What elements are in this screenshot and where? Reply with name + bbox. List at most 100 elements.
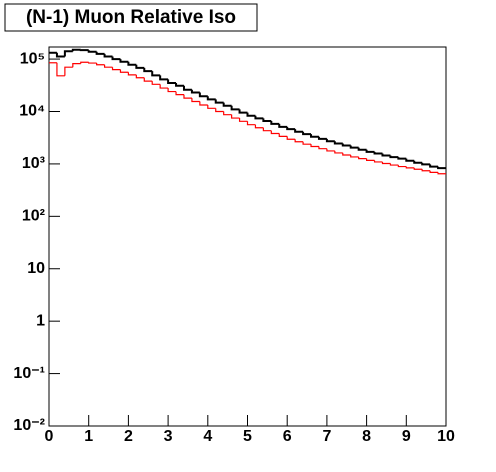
histogram-bin — [262, 127, 272, 132]
x-tick-label: 3 — [164, 428, 173, 445]
histogram-bin — [310, 144, 319, 148]
histogram-bin — [405, 158, 415, 162]
histogram-bin — [231, 114, 240, 119]
histogram-bin — [103, 53, 113, 58]
histogram-bin — [310, 134, 319, 138]
histogram-bin — [373, 151, 383, 155]
histogram-bin — [286, 126, 296, 131]
y-tick-label: 10 — [27, 260, 45, 277]
histogram-bin — [64, 66, 73, 76]
histogram-bin — [87, 50, 97, 53]
histogram-bin — [278, 123, 288, 128]
histogram-bin — [246, 121, 256, 126]
chart-title: (N-1) Muon Relative Iso — [26, 7, 236, 28]
histogram-bin — [88, 62, 97, 64]
x-tick-label: 10 — [437, 428, 455, 445]
x-tick-label: 9 — [402, 428, 411, 445]
histogram-bin — [254, 124, 264, 129]
title-box — [4, 3, 258, 32]
histogram-bin — [238, 118, 248, 122]
histogram-bin — [175, 91, 184, 96]
y-tick-label: 10⁻¹ — [13, 365, 45, 382]
histogram-bin — [342, 152, 351, 156]
histogram-bin — [318, 146, 327, 150]
histogram-bin — [80, 61, 89, 64]
histogram-bin — [333, 141, 343, 145]
histogram-bin — [71, 48, 81, 52]
histogram-bin — [103, 64, 113, 68]
histogram-bin — [167, 79, 177, 84]
histogram-bin — [381, 161, 391, 165]
histogram-bin — [373, 160, 383, 163]
histogram-bin — [95, 51, 105, 55]
histogram-bin — [175, 82, 184, 87]
histogram-bin — [421, 169, 431, 172]
histogram-bin — [302, 131, 312, 136]
histogram-bin — [286, 136, 296, 140]
histogram-bin — [421, 162, 431, 166]
histogram-bin — [389, 163, 399, 166]
histogram-bin — [429, 170, 439, 173]
histogram-bin — [437, 166, 446, 170]
histogram-bin — [223, 111, 232, 116]
histogram-bin — [389, 155, 399, 159]
histogram-bin — [206, 96, 216, 101]
x-tick-label: 5 — [243, 428, 252, 445]
histogram-bin — [183, 94, 192, 99]
y-tick-label: 10⁻² — [13, 417, 45, 434]
histogram-bin — [159, 84, 169, 89]
histogram-bin — [397, 157, 407, 160]
histogram-bin — [167, 88, 177, 93]
y-tick-label: 10³ — [22, 155, 45, 172]
histogram-bin — [325, 138, 335, 143]
histogram-bin — [365, 149, 375, 153]
histogram-bin — [119, 69, 129, 73]
x-tick-label: 6 — [283, 428, 292, 445]
histogram-bin — [349, 145, 359, 149]
histogram-bin — [270, 130, 280, 135]
histogram-bin — [127, 72, 137, 76]
histogram-bin — [191, 98, 200, 103]
histogram-bin — [151, 71, 161, 77]
histogram-bin — [270, 120, 280, 125]
histogram-bin — [437, 172, 446, 175]
histogram-bin — [397, 165, 407, 168]
histogram-bin — [151, 81, 161, 85]
histogram-bin — [278, 133, 288, 137]
y-tick-label: 10⁴ — [19, 103, 45, 120]
histogram-bin — [405, 166, 415, 169]
histogram-bin — [135, 74, 145, 79]
histogram-bin — [143, 77, 153, 82]
histogram-bin — [326, 148, 335, 152]
histogram-bin — [214, 99, 224, 104]
histogram-bin — [182, 85, 192, 91]
histogram-bin — [63, 50, 73, 57]
histogram-bin — [262, 118, 272, 122]
histogram-bin — [294, 139, 304, 143]
x-tick-label: 1 — [84, 428, 93, 445]
histogram-bin — [55, 52, 65, 58]
histogram-bin — [111, 56, 121, 61]
histogram-bin — [238, 109, 248, 114]
histogram-bin — [357, 147, 367, 151]
histogram-bin — [159, 75, 169, 81]
histogram-bin — [246, 112, 256, 117]
histogram-bin — [230, 105, 240, 111]
x-tick-label: 0 — [45, 428, 54, 445]
histogram-bin — [119, 59, 129, 63]
histogram-bin — [222, 102, 232, 107]
histogram-bin — [207, 105, 216, 109]
histogram-bin — [294, 129, 304, 133]
histogram-bin — [358, 156, 367, 160]
histogram-bin — [215, 108, 224, 113]
histogram-bin — [198, 92, 208, 98]
histogram-bin — [366, 158, 375, 161]
y-tick-label: 1 — [36, 312, 45, 329]
x-tick-label: 4 — [203, 428, 212, 445]
histogram-bin — [199, 101, 208, 106]
histogram-bin — [143, 67, 153, 73]
histogram-bin — [190, 89, 200, 94]
histogram-bin — [96, 63, 105, 66]
histogram-bin — [413, 160, 423, 164]
